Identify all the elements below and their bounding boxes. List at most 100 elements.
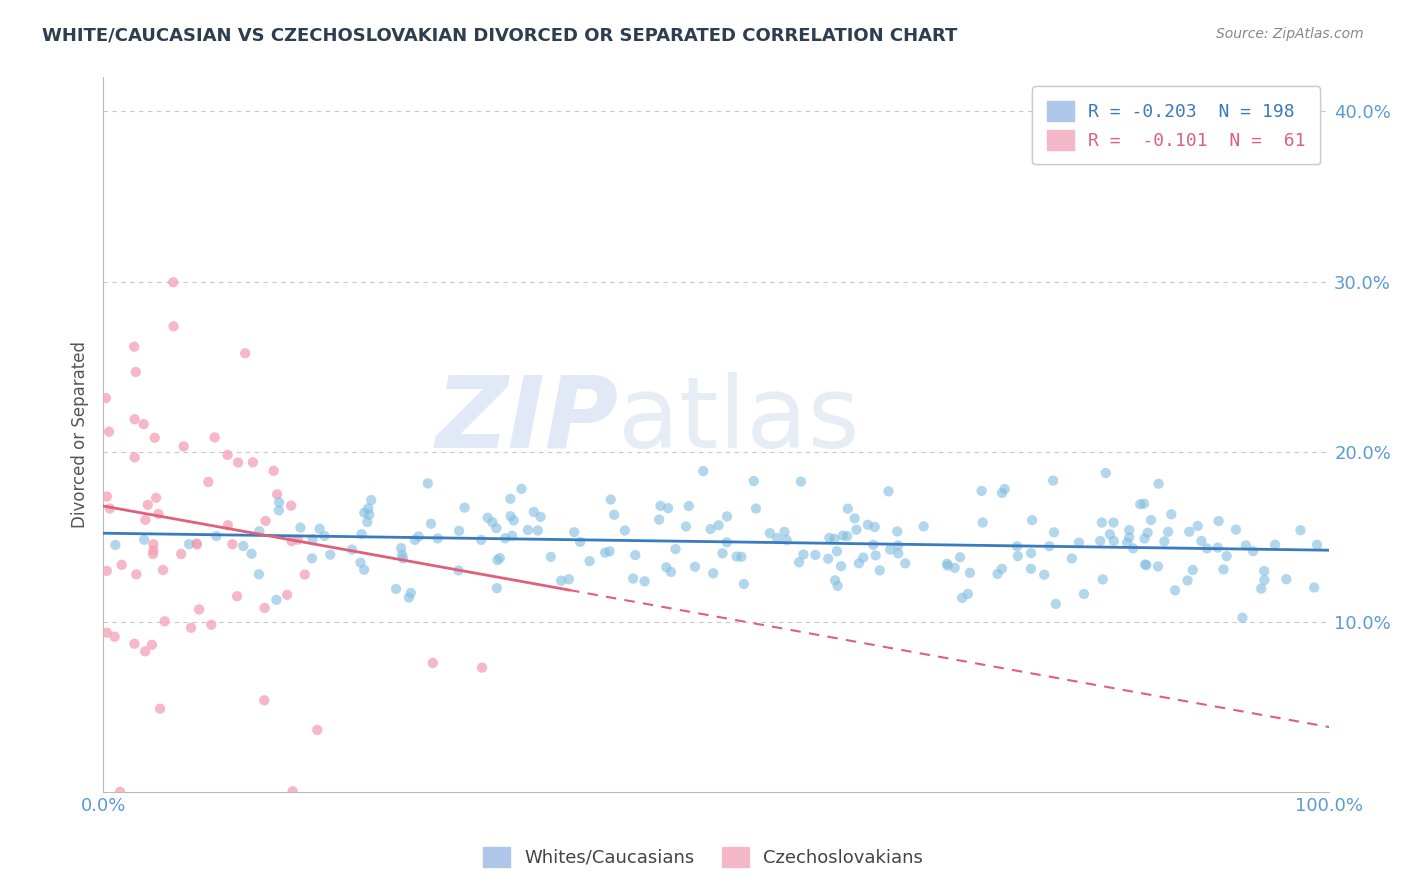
Point <box>683 559 706 574</box>
Point <box>217 518 239 533</box>
Point <box>308 522 330 536</box>
Point <box>356 515 378 529</box>
Point <box>956 587 979 601</box>
Point <box>852 550 875 565</box>
Point <box>845 523 868 537</box>
Point <box>280 499 302 513</box>
Point <box>281 784 304 798</box>
Point <box>420 516 443 531</box>
Point <box>422 656 444 670</box>
Point <box>950 591 973 605</box>
Point <box>887 539 910 553</box>
Point <box>1178 524 1201 539</box>
Point <box>200 617 222 632</box>
Point <box>856 517 879 532</box>
Point <box>290 520 312 534</box>
Point <box>314 529 336 543</box>
Point <box>186 537 208 551</box>
Point <box>824 574 846 588</box>
Text: WHITE/CAUCASIAN VS CZECHOSLOVAKIAN DIVORCED OR SEPARATED CORRELATION CHART: WHITE/CAUCASIAN VS CZECHOSLOVAKIAN DIVOR… <box>42 27 957 45</box>
Point <box>936 558 959 573</box>
Point <box>502 513 524 527</box>
Point <box>894 557 917 571</box>
Point <box>173 439 195 453</box>
Point <box>486 553 509 567</box>
Point <box>848 556 870 570</box>
Point <box>357 501 380 516</box>
Point <box>247 524 270 538</box>
Point <box>877 484 900 499</box>
Point <box>742 474 765 488</box>
Point <box>111 558 134 572</box>
Point <box>558 572 581 586</box>
Point <box>319 548 342 562</box>
Point <box>488 551 510 566</box>
Point <box>943 561 966 575</box>
Point <box>949 550 972 565</box>
Point <box>716 535 738 549</box>
Point <box>994 482 1017 496</box>
Point <box>837 529 859 543</box>
Point <box>1005 539 1028 553</box>
Point <box>562 525 585 540</box>
Point <box>655 560 678 574</box>
Point <box>177 537 200 551</box>
Point <box>353 506 375 520</box>
Point <box>1133 497 1156 511</box>
Point <box>132 417 155 431</box>
Point <box>711 546 734 560</box>
Point <box>453 500 475 515</box>
Point <box>1215 549 1237 563</box>
Point <box>470 533 492 547</box>
Point <box>233 346 256 360</box>
Point <box>1091 573 1114 587</box>
Point <box>404 533 426 547</box>
Point <box>699 522 721 536</box>
Point <box>1038 539 1060 553</box>
Point <box>1195 541 1218 556</box>
Point <box>153 615 176 629</box>
Point <box>1090 533 1112 548</box>
Point <box>624 548 647 562</box>
Point <box>485 521 508 535</box>
Point <box>240 547 263 561</box>
Point <box>550 574 572 588</box>
Point <box>787 555 810 569</box>
Point <box>494 531 516 545</box>
Point <box>832 528 855 542</box>
Point <box>1133 558 1156 572</box>
Point <box>1212 562 1234 576</box>
Point <box>773 524 796 539</box>
Point <box>267 503 290 517</box>
Point <box>613 524 636 538</box>
Point <box>232 539 254 553</box>
Point <box>136 498 159 512</box>
Point <box>253 601 276 615</box>
Point <box>1122 541 1144 556</box>
Legend: Whites/Caucasians, Czechoslovakians: Whites/Caucasians, Czechoslovakians <box>475 839 931 874</box>
Point <box>959 566 981 580</box>
Point <box>134 513 156 527</box>
Point <box>141 638 163 652</box>
Point <box>253 693 276 707</box>
Point <box>1019 546 1042 560</box>
Point <box>1118 531 1140 545</box>
Point <box>96 564 118 578</box>
Point <box>759 526 782 541</box>
Point <box>501 529 523 543</box>
Point <box>702 566 724 581</box>
Point <box>148 507 170 521</box>
Point <box>675 519 697 533</box>
Point <box>1116 535 1139 549</box>
Point <box>266 487 288 501</box>
Point <box>1118 523 1140 537</box>
Point <box>205 529 228 543</box>
Text: atlas: atlas <box>619 372 859 469</box>
Point <box>134 644 156 658</box>
Point <box>716 509 738 524</box>
Point <box>526 524 548 538</box>
Point <box>863 520 886 534</box>
Point <box>621 572 644 586</box>
Point <box>142 543 165 558</box>
Point <box>657 501 679 516</box>
